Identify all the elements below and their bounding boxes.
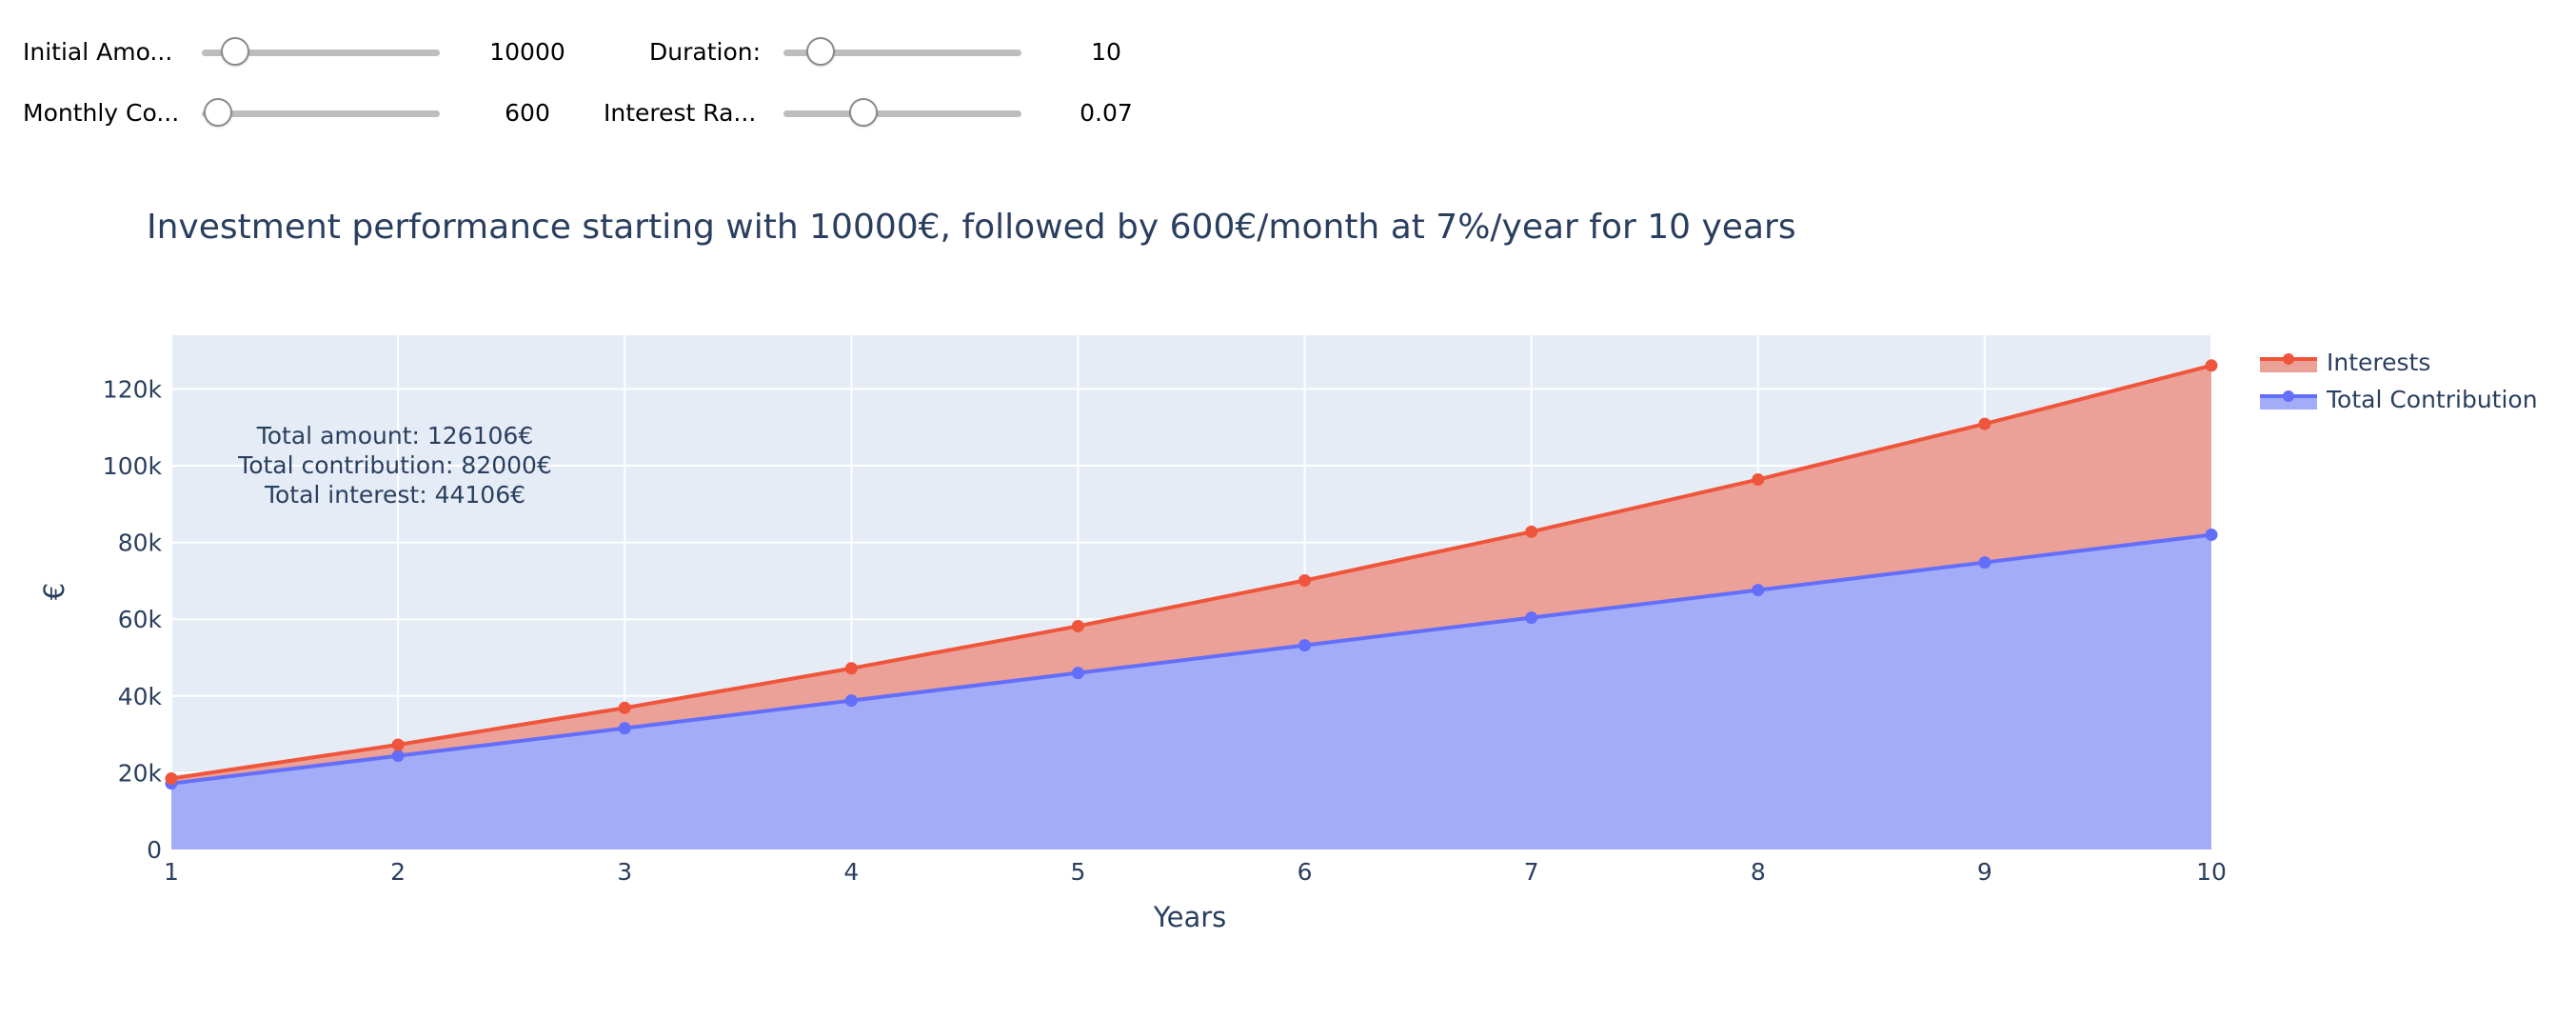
x-tick-label: 3 [617,858,632,886]
x-axis-ticks: 1 2 3 4 5 6 7 8 9 10 [164,858,2227,886]
series-line-interests [170,363,2212,781]
x-axis-label: Years [1153,901,1227,933]
data-point-interests[interactable] [1298,574,1312,588]
legend-marker-interests [2283,353,2294,365]
y-tick-label: 40k [118,683,163,710]
x-tick-label: 4 [843,858,859,886]
series-line-total-contribution [170,532,2212,786]
chart-title: Investment performance starting with 100… [147,208,1796,247]
slider-track [202,110,440,117]
data-point-total-contribution[interactable] [1071,667,1084,680]
slider-track [783,50,1021,56]
y-tick-label: 60k [118,606,163,633]
data-point-interests[interactable] [1978,417,1991,430]
annotation-total-amount: Total amount: 126106€ [256,422,534,450]
data-point-interests[interactable] [618,701,631,714]
x-tick-label: 2 [390,858,406,886]
duration-value: 10 [1091,38,1121,66]
interests-area [171,365,2211,784]
legend[interactable]: Interests Total Contribution [2260,349,2538,413]
series-lines [170,363,2212,786]
totals-annotation: Total amount: 126106€ Total contribution… [237,422,552,509]
data-point-interests[interactable] [844,662,858,675]
data-point-total-contribution[interactable] [1525,611,1538,625]
data-point-total-contribution[interactable] [844,694,858,708]
monthly-contribution-value: 600 [505,99,550,127]
data-point-total-contribution[interactable] [2205,529,2218,542]
data-point-total-contribution[interactable] [1752,584,1765,597]
x-tick-label: 8 [1751,858,1766,886]
annotation-total-interest: Total interest: 44106€ [264,481,525,509]
y-tick-label: 100k [103,452,163,480]
y-tick-label: 80k [118,529,163,557]
y-tick-label: 0 [147,836,162,864]
data-point-interests[interactable] [165,771,178,785]
slider-track [783,110,1021,117]
data-point-interests[interactable] [1525,525,1538,538]
legend-label-interests: Interests [2327,349,2430,376]
x-tick-label: 5 [1070,858,1085,886]
x-tick-label: 9 [1977,858,1992,886]
legend-item-total-contribution[interactable]: Total Contribution [2260,386,2538,413]
x-tick-label: 10 [2196,858,2227,886]
series-points[interactable] [165,359,2218,790]
legend-label-contribution: Total Contribution [2326,386,2538,413]
data-point-interests[interactable] [1071,619,1084,632]
interest-rate-label: Interest Ra... [604,99,757,127]
x-tick-label: 7 [1524,858,1539,886]
x-tick-label: 6 [1298,858,1313,886]
slider-thumb[interactable] [204,98,233,127]
contribution-area [171,534,2211,849]
data-point-total-contribution[interactable] [1978,556,1991,569]
data-point-total-contribution[interactable] [391,749,405,763]
initial-amount-slider[interactable] [202,33,440,71]
legend-item-interests[interactable]: Interests [2260,349,2430,376]
y-axis-ticks: 0 20k 40k 60k 80k 100k 120k [103,375,163,864]
slider-track [202,50,440,56]
data-point-total-contribution[interactable] [1298,639,1312,652]
y-tick-label: 120k [103,375,163,403]
data-point-interests[interactable] [2205,359,2218,372]
monthly-contribution-slider[interactable] [202,94,440,132]
x-tick-label: 1 [164,858,179,886]
legend-marker-contribution [2283,390,2294,402]
data-point-interests[interactable] [391,738,405,751]
data-point-total-contribution[interactable] [618,722,631,735]
initial-amount-label: Initial Amo... [23,38,173,66]
y-tick-label: 20k [118,759,163,787]
y-axis-label: € [38,583,70,600]
controls-panel: Initial Amo... 10000 Duration: 10 Monthl… [0,0,1238,152]
duration-label: Duration: [649,38,762,66]
slider-thumb[interactable] [806,37,836,66]
annotation-total-contribution: Total contribution: 82000€ [237,451,552,479]
monthly-contribution-label: Monthly Co... [23,99,180,127]
duration-slider[interactable] [783,33,1021,71]
data-point-interests[interactable] [1752,473,1765,487]
interest-rate-slider[interactable] [783,94,1021,132]
interest-rate-value: 0.07 [1080,99,1133,127]
slider-thumb[interactable] [849,98,879,127]
initial-amount-value: 10000 [489,38,565,66]
slider-thumb[interactable] [221,37,249,66]
